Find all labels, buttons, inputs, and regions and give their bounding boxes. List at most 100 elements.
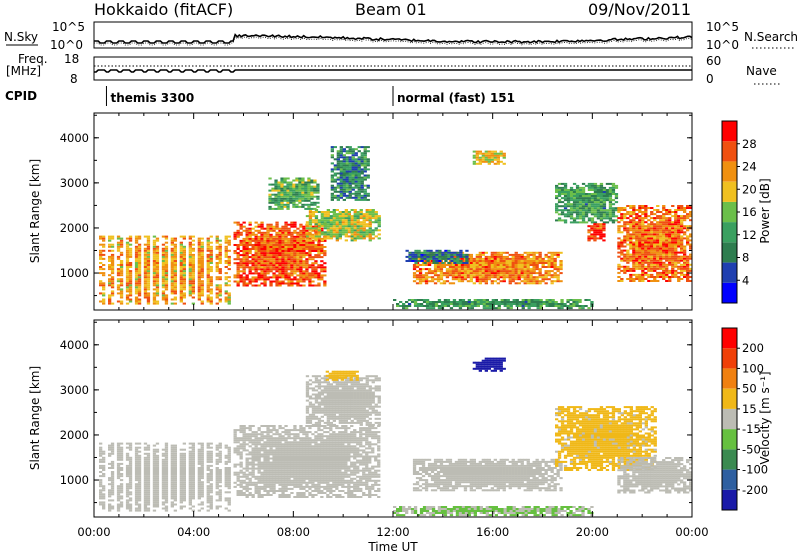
heatmap-cell	[287, 274, 291, 277]
heatmap-cell	[218, 249, 222, 252]
heatmap-cell	[632, 280, 636, 282]
heatmap-cell	[578, 213, 583, 216]
heatmap-cell	[125, 255, 130, 258]
heatmap-cell	[251, 284, 255, 287]
heatmap-cell	[110, 464, 115, 467]
heatmap-cell	[242, 284, 246, 287]
heatmap-cell	[125, 483, 130, 486]
heatmap-cell	[251, 231, 255, 234]
heatmap-cell	[553, 266, 557, 268]
heatmap-cell	[227, 276, 231, 279]
heatmap-cell	[514, 268, 518, 271]
heatmap-cell	[500, 301, 504, 303]
heatmap-cell	[134, 456, 139, 459]
heatmap-cell	[538, 257, 542, 260]
heatmap-cell	[556, 278, 560, 281]
heatmap-cell	[578, 191, 583, 193]
heatmap-cell	[475, 276, 479, 279]
heatmap-cell	[348, 178, 352, 181]
heatmap-cell	[224, 260, 228, 262]
heatmap-cell	[354, 154, 358, 157]
heatmap-cell	[650, 227, 654, 230]
heatmap-cell	[478, 150, 482, 153]
heatmap-cell	[323, 233, 327, 236]
heatmap-cell	[430, 276, 435, 279]
heatmap-cell	[125, 262, 130, 264]
heatmap-cell	[362, 223, 366, 226]
heatmap-cell	[617, 225, 621, 228]
heatmap-cell	[430, 272, 435, 275]
heatmap-cell	[653, 251, 657, 254]
heatmap-cell	[557, 205, 562, 208]
heatmap-cell	[499, 160, 503, 163]
heatmap-cell	[422, 301, 427, 303]
heatmap-cell	[470, 307, 474, 310]
heatmap-cell	[311, 250, 315, 252]
heatmap-cell	[146, 249, 151, 252]
heatmap-cell	[143, 489, 148, 492]
heatmap-cell	[274, 193, 278, 196]
heatmap-cell	[342, 172, 346, 175]
heatmap-cell	[281, 227, 285, 230]
heatmap-cell	[286, 199, 290, 202]
heatmap-cell	[299, 284, 303, 287]
heatmap-cell	[487, 156, 491, 159]
heatmap-cell	[462, 262, 466, 264]
heatmap-cell	[623, 223, 627, 226]
heatmap-cell	[170, 270, 174, 273]
heatmap-cell	[454, 278, 459, 281]
heatmap-cell	[641, 257, 645, 260]
heatmap-cell	[674, 271, 678, 274]
heatmap-cell	[278, 282, 282, 285]
heatmap-cell	[313, 185, 317, 188]
heatmap-cell	[662, 263, 666, 266]
heatmap-cell	[441, 251, 445, 254]
heatmap-cell	[239, 276, 243, 279]
heatmap-cell	[137, 235, 142, 238]
heatmap-cell	[143, 483, 148, 486]
heatmap-cell	[653, 247, 657, 250]
heatmap-cell	[191, 284, 195, 287]
heatmap-cell	[680, 245, 684, 248]
heatmap-cell	[412, 274, 417, 277]
heatmap-cell	[316, 189, 320, 192]
heatmap-cell	[360, 178, 364, 181]
heatmap-cell	[254, 233, 258, 236]
heatmap-cell	[469, 278, 473, 281]
heatmap-cell	[254, 225, 258, 228]
heatmap-cell	[423, 251, 427, 254]
heatmap-cell	[674, 219, 678, 222]
heatmap-cell	[102, 505, 106, 508]
heatmap-cell	[445, 272, 450, 275]
heatmap-cell	[290, 239, 294, 242]
heatmap-cell	[405, 255, 409, 258]
heatmap-cell	[275, 278, 279, 281]
heatmap-cell	[435, 253, 439, 256]
heatmap-cell	[635, 251, 639, 254]
heatmap-cell	[342, 158, 346, 161]
heatmap-cell	[143, 485, 148, 488]
heatmap-cell	[125, 485, 130, 488]
heatmap-cell	[289, 191, 293, 194]
heatmap-cell	[116, 507, 121, 510]
nsky-tick-low: 10^0	[50, 38, 83, 52]
heatmap-cell	[239, 225, 243, 228]
heatmap-cell	[656, 265, 660, 268]
heatmap-cell	[290, 231, 294, 234]
heatmap-cell	[248, 241, 252, 244]
heatmap-cell	[523, 255, 527, 258]
heatmap-cell	[146, 268, 151, 271]
heatmap-cell	[260, 274, 264, 277]
heatmap-cell	[206, 239, 210, 242]
heatmap-cell	[200, 290, 204, 293]
heatmap-cell	[323, 215, 327, 218]
heatmap-cell	[359, 225, 363, 228]
heatmap-cell	[459, 262, 463, 264]
heatmap-cell	[359, 209, 363, 211]
heatmap-cell	[671, 223, 675, 226]
heatmap-cell	[293, 272, 297, 275]
heatmap-cell	[416, 303, 421, 305]
heatmap-cell	[339, 160, 343, 163]
heatmap-cell	[314, 256, 318, 259]
heatmap-cell	[363, 178, 367, 181]
